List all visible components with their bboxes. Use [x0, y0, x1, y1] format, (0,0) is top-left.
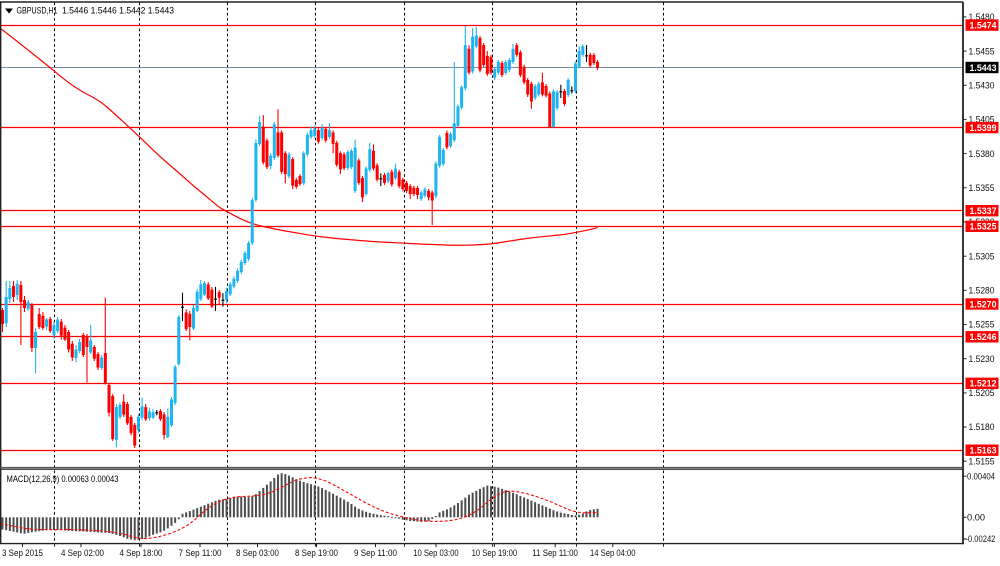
svg-text:7 Sep 11:00: 7 Sep 11:00 — [179, 548, 222, 558]
svg-text:14 Sep 04:00: 14 Sep 04:00 — [590, 548, 636, 558]
svg-text:1.5155: 1.5155 — [969, 456, 995, 466]
svg-text:MACD(12,26,9) 0.00063 0.00043: MACD(12,26,9) 0.00063 0.00043 — [7, 474, 119, 485]
svg-text:10 Sep 03:00: 10 Sep 03:00 — [413, 548, 459, 558]
svg-text:8 Sep 19:00: 8 Sep 19:00 — [295, 548, 338, 558]
svg-text:4 Sep 18:00: 4 Sep 18:00 — [120, 548, 163, 558]
svg-text:1.5246: 1.5246 — [970, 332, 997, 342]
svg-text:9 Sep 11:00: 9 Sep 11:00 — [354, 548, 397, 558]
svg-text:1.5180: 1.5180 — [969, 422, 995, 432]
svg-text:1.5474: 1.5474 — [970, 21, 997, 31]
svg-text:1.5212: 1.5212 — [970, 379, 997, 389]
svg-text:1.5205: 1.5205 — [969, 388, 995, 398]
svg-text:1.5325: 1.5325 — [970, 222, 997, 232]
svg-text:1.5405: 1.5405 — [969, 115, 995, 125]
svg-text:0.00: 0.00 — [967, 513, 985, 523]
svg-text:4 Sep 02:00: 4 Sep 02:00 — [61, 548, 104, 558]
svg-text:1.5443: 1.5443 — [970, 63, 997, 73]
svg-text:GBPUSD,H1: GBPUSD,H1 — [17, 6, 58, 17]
svg-text:0.00404: 0.00404 — [967, 471, 995, 481]
svg-text:1.5446 1.5446 1.5442 1.5443: 1.5446 1.5446 1.5442 1.5443 — [62, 6, 174, 17]
svg-text:1.5305: 1.5305 — [969, 251, 995, 261]
svg-text:11 Sep 11:00: 11 Sep 11:00 — [532, 548, 578, 558]
svg-text:10 Sep 19:00: 10 Sep 19:00 — [472, 548, 517, 558]
svg-text:1.5337: 1.5337 — [970, 206, 997, 216]
svg-text:1.5480: 1.5480 — [969, 12, 995, 22]
svg-text:1.5255: 1.5255 — [969, 320, 995, 330]
svg-text:1.5163: 1.5163 — [970, 446, 997, 456]
svg-text:1.5455: 1.5455 — [969, 46, 995, 56]
svg-text:1.5230: 1.5230 — [969, 354, 995, 364]
svg-text:1.5280: 1.5280 — [969, 286, 995, 296]
svg-text:3 Sep 2015: 3 Sep 2015 — [2, 548, 43, 558]
svg-text:1.5399: 1.5399 — [970, 123, 997, 133]
svg-text:8 Sep 03:00: 8 Sep 03:00 — [236, 548, 279, 558]
svg-text:1.5430: 1.5430 — [969, 81, 995, 91]
svg-text:-0.00242: -0.00242 — [965, 534, 995, 544]
svg-text:1.5355: 1.5355 — [969, 183, 995, 193]
svg-text:1.5380: 1.5380 — [969, 149, 995, 159]
svg-text:1.5270: 1.5270 — [970, 299, 997, 309]
